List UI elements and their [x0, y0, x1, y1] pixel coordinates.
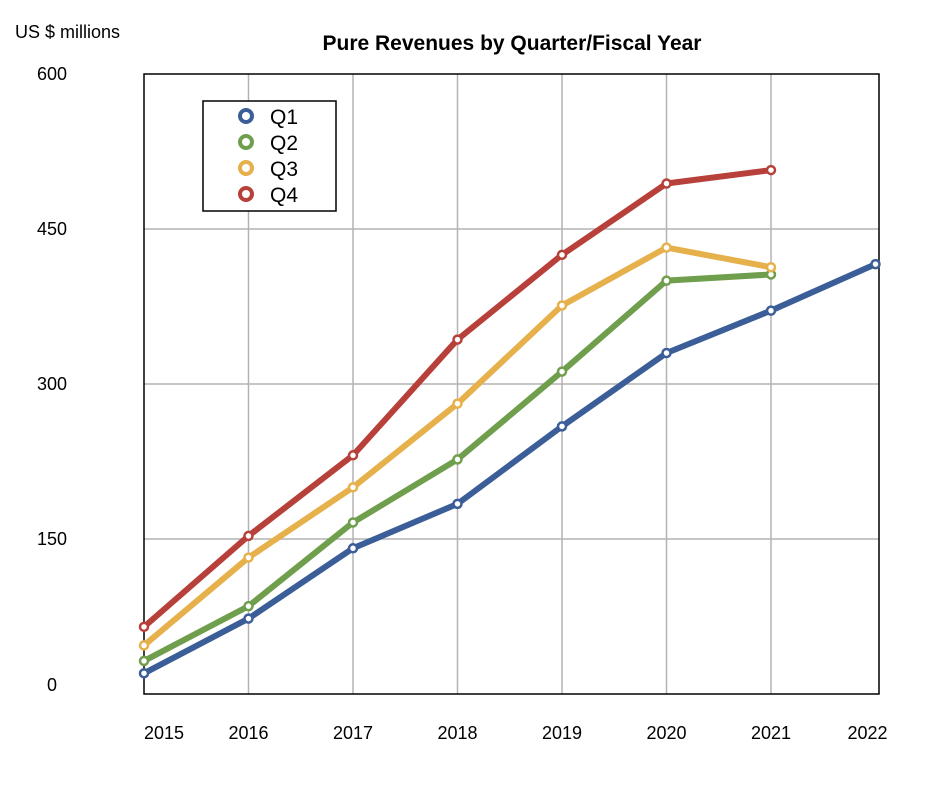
- series-q1: [138, 258, 881, 679]
- legend-label: Q3: [270, 158, 298, 181]
- data-point: [661, 242, 672, 253]
- series-q4: [138, 164, 777, 633]
- data-point: [138, 655, 150, 667]
- y-tick-label: 300: [37, 374, 67, 394]
- series-layer: [138, 164, 881, 679]
- legend-marker: [238, 160, 254, 176]
- data-point: [661, 275, 672, 286]
- legend-label: Q1: [270, 106, 298, 129]
- x-tick-label: 2017: [333, 723, 373, 743]
- x-tick-label: 2015: [144, 723, 184, 743]
- data-point: [765, 261, 777, 273]
- series-q2: [138, 269, 777, 667]
- legend-label: Q2: [270, 132, 298, 155]
- x-tick-label: 2018: [437, 723, 477, 743]
- data-point: [452, 398, 463, 409]
- x-axis-tick-labels: 2015 2016 2017 2018 2019 2020 2021 2022: [144, 723, 888, 743]
- y-axis-tick-labels: 0 150 300 450 600: [37, 64, 67, 695]
- data-point: [243, 600, 254, 612]
- y-axis-unit-label: US $ millions: [15, 22, 120, 42]
- data-point: [661, 347, 672, 359]
- data-point: [138, 640, 150, 651]
- data-point: [452, 454, 463, 465]
- data-point: [138, 668, 150, 679]
- data-point: [243, 552, 254, 563]
- y-tick-label: 600: [37, 64, 67, 84]
- data-point: [765, 305, 777, 316]
- x-tick-label: 2020: [646, 723, 686, 743]
- x-tick-label: 2021: [751, 723, 791, 743]
- legend-box: [202, 100, 337, 212]
- data-point: [347, 517, 359, 528]
- data-point: [347, 450, 359, 461]
- grid-lines: [144, 74, 879, 694]
- data-point: [347, 482, 359, 493]
- data-point: [556, 300, 568, 311]
- legend-marker: [238, 134, 254, 150]
- data-point: [661, 178, 672, 189]
- data-point: [243, 530, 254, 542]
- chart-title: Pure Revenues by Quarter/Fiscal Year: [323, 32, 702, 55]
- data-point: [870, 258, 881, 270]
- legend-marker: [238, 108, 254, 124]
- y-tick-label: 150: [37, 529, 67, 549]
- x-tick-label: 2022: [847, 723, 887, 743]
- data-point: [452, 498, 463, 510]
- x-tick-label: 2019: [542, 723, 582, 743]
- series-q3: [138, 242, 777, 651]
- x-tick-label: 2016: [228, 723, 268, 743]
- data-point: [765, 164, 777, 176]
- legend: Q1 Q2 Q3 Q4: [202, 100, 337, 212]
- y-tick-label: 0: [47, 675, 57, 695]
- data-point: [138, 621, 150, 633]
- data-point: [556, 421, 568, 432]
- legend-marker: [238, 186, 254, 202]
- data-point: [347, 543, 359, 554]
- data-point: [556, 249, 568, 261]
- data-point: [452, 334, 463, 345]
- data-point: [556, 366, 568, 377]
- y-tick-label: 450: [37, 219, 67, 239]
- legend-label: Q4: [270, 184, 298, 207]
- series-line: [141, 261, 879, 677]
- plot-area-frame: [143, 73, 880, 695]
- data-point: [243, 613, 254, 624]
